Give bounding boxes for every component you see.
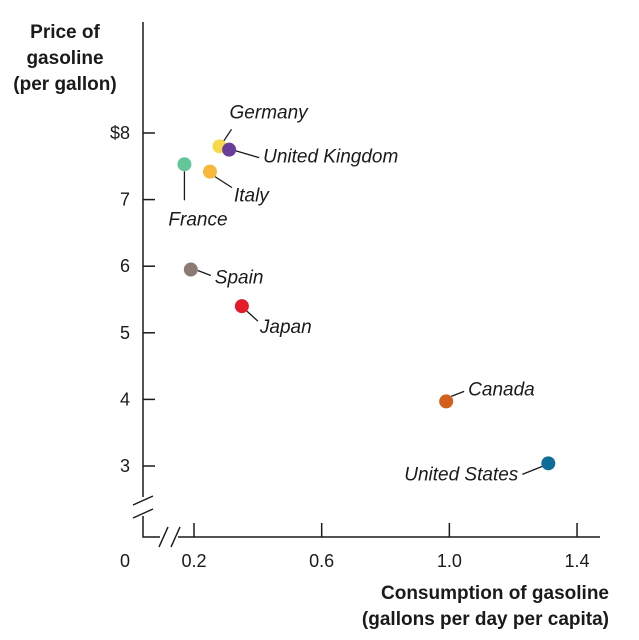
x-tick-label: 0.2 xyxy=(181,551,206,571)
x-axis-title: Consumption of gasoline (gallons per day… xyxy=(362,583,609,630)
x-axis-title-line-1: Consumption of gasoline xyxy=(381,583,609,604)
x-axis-title-line-2: (gallons per day per capita) xyxy=(362,609,609,630)
y-tick-label: 3 xyxy=(120,456,130,476)
japan-point xyxy=(234,299,249,314)
canada-point xyxy=(439,394,454,409)
united-states-point xyxy=(541,456,556,471)
japan-label: Japan xyxy=(259,317,312,338)
united-states-leader-line xyxy=(522,465,543,475)
label-leader-lines xyxy=(183,128,543,475)
spain-leader-line xyxy=(197,269,212,277)
italy-point xyxy=(202,164,217,179)
y-axis-title-line-2: gasoline xyxy=(26,48,103,69)
y-axis-break xyxy=(132,495,154,519)
canada-leader-line xyxy=(450,390,465,398)
france-point xyxy=(177,157,192,172)
y-tick-label: 5 xyxy=(120,323,130,343)
axis-corner xyxy=(142,516,160,538)
x-axis-break-mark-1 xyxy=(158,526,169,548)
y-axis-title: Price of gasoline (per gallon) xyxy=(13,22,116,95)
y-axis-title-line-1: Price of xyxy=(30,22,100,43)
y-tick-label: 4 xyxy=(120,389,130,409)
data-points xyxy=(177,139,556,471)
canada-label: Canada xyxy=(468,379,535,400)
y-axis-break-mark-2 xyxy=(132,508,154,519)
italy-label: Italy xyxy=(234,186,270,207)
spain-label: Spain xyxy=(215,268,264,289)
y-tick-label: 6 xyxy=(120,256,130,276)
x-axis-ticks: 0.2 0.6 1.0 1.4 xyxy=(181,523,590,571)
united-states-label: United States xyxy=(404,464,519,485)
x-tick-label: 0.6 xyxy=(309,551,334,571)
x-axis-break xyxy=(158,526,181,548)
united-kingdom-point xyxy=(222,142,237,157)
y-axis-break-mark-1 xyxy=(132,495,154,506)
x-axis-break-mark-2 xyxy=(170,526,181,548)
spain-point xyxy=(183,262,198,277)
united-kingdom-label: United Kingdom xyxy=(263,147,398,168)
united-kingdom-leader-line xyxy=(234,150,260,159)
x-tick-label: 1.0 xyxy=(437,551,462,571)
germany-label: Germany xyxy=(230,102,310,123)
origin-label: 0 xyxy=(120,551,130,571)
japan-leader-line xyxy=(246,310,259,322)
y-tick-label: $8 xyxy=(110,123,130,143)
y-tick-label: 7 xyxy=(120,190,130,210)
y-axis-ticks: 3 4 5 6 7 $8 xyxy=(110,123,155,476)
x-tick-label: 1.4 xyxy=(565,551,590,571)
france-label: France xyxy=(168,209,227,230)
italy-leader-line xyxy=(214,176,233,189)
y-axis-title-line-3: (per gallon) xyxy=(13,74,116,95)
point-labels: Germany United Kingdom Italy France Spain Jap… xyxy=(168,102,534,485)
germany-leader-line xyxy=(222,128,233,142)
